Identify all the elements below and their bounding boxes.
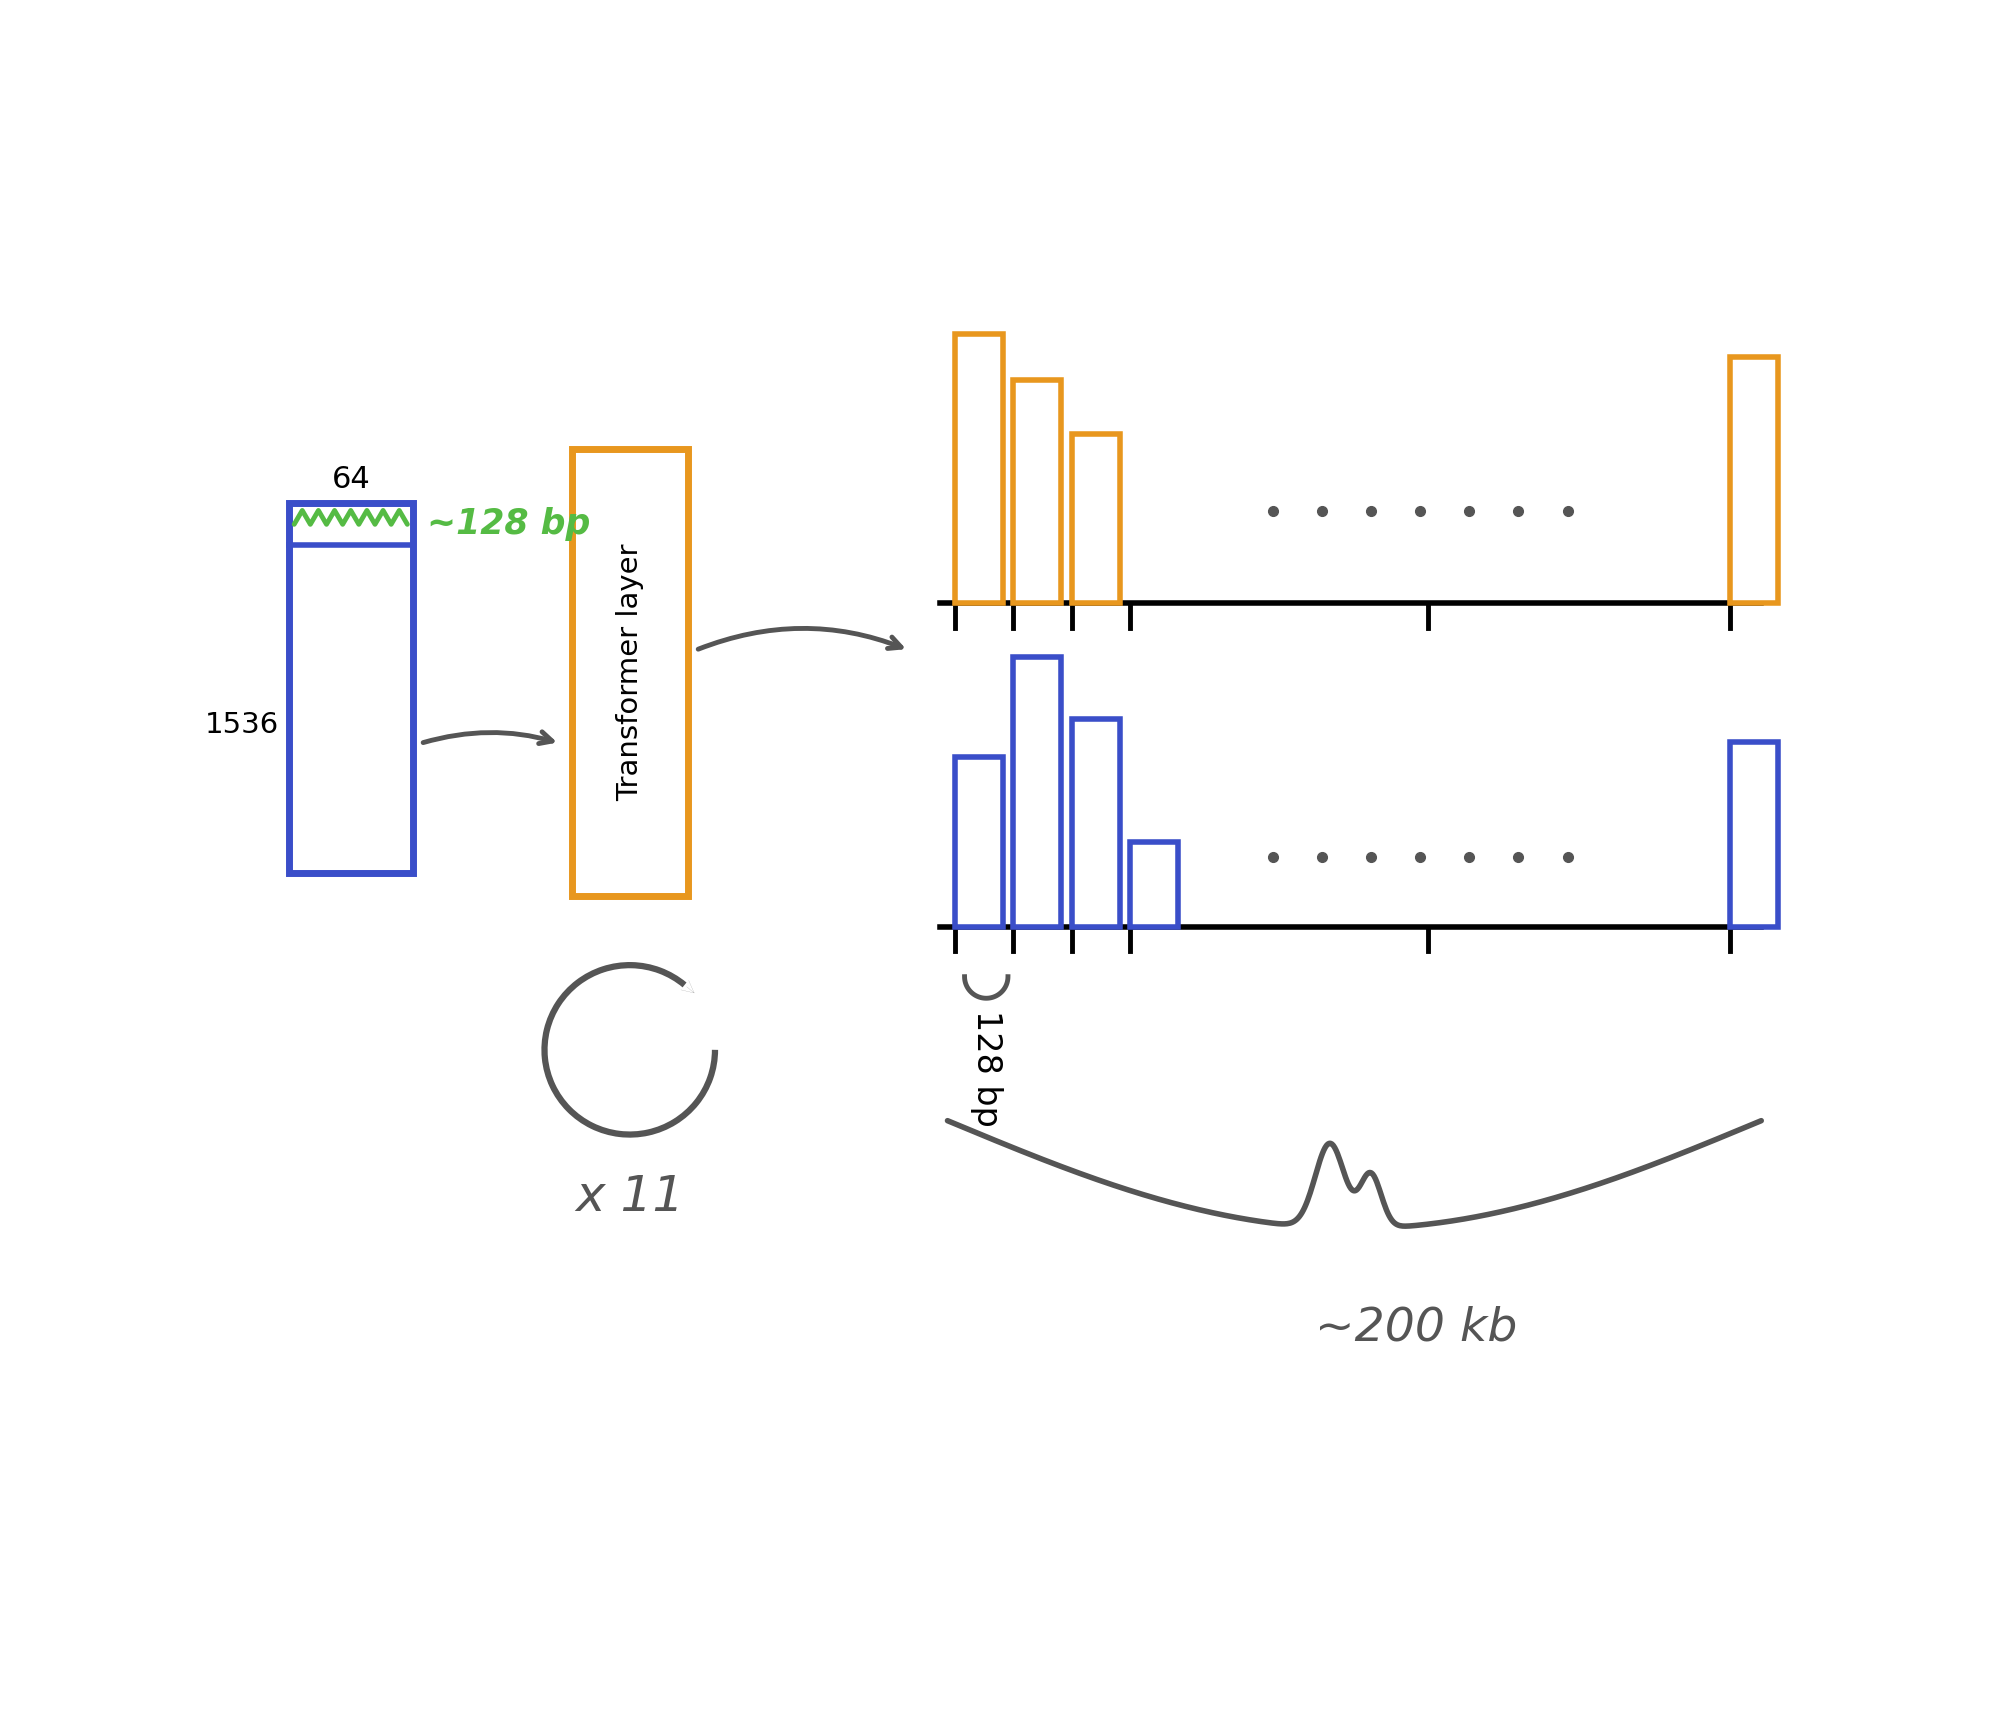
Text: 1536: 1536: [206, 710, 280, 740]
Bar: [956, 757, 1004, 927]
Bar: [1014, 657, 1062, 927]
Bar: [572, 450, 688, 896]
Bar: [1072, 719, 1120, 927]
Bar: [1730, 357, 1778, 604]
Bar: [1014, 379, 1062, 604]
Bar: [1072, 434, 1120, 604]
Bar: [1130, 843, 1178, 927]
Text: Transformer layer: Transformer layer: [616, 544, 644, 801]
Text: 64: 64: [332, 465, 370, 494]
Text: x 11: x 11: [576, 1174, 684, 1222]
Bar: [1730, 741, 1778, 927]
Bar: [956, 333, 1004, 604]
Bar: [288, 503, 412, 873]
Text: 128 bp: 128 bp: [970, 1009, 1002, 1127]
Text: ~128 bp: ~128 bp: [426, 508, 590, 541]
Text: ~200 kb: ~200 kb: [1316, 1306, 1518, 1350]
